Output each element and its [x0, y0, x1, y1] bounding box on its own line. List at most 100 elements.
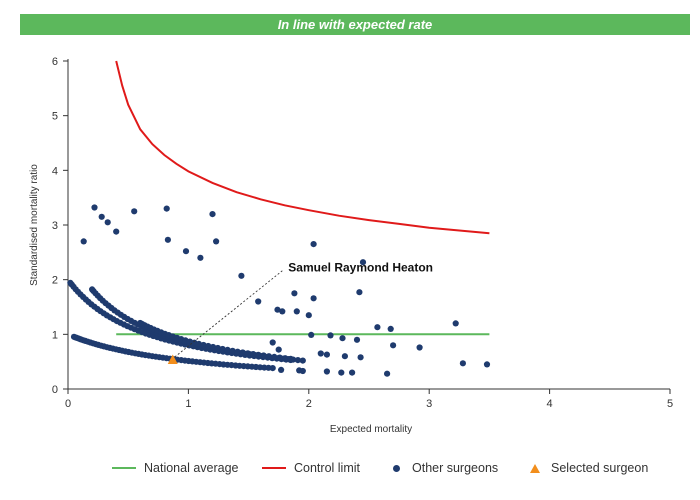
other-surgeon-point: [323, 351, 330, 358]
other-surgeon-point: [323, 368, 330, 375]
series-line-control-limit: [115, 60, 490, 235]
other-surgeon-point: [384, 370, 391, 377]
y-tick-label: 3: [52, 220, 58, 232]
other-surgeon-point: [271, 353, 278, 360]
other-surgeon-point: [338, 369, 345, 376]
other-surgeon-point: [353, 336, 361, 343]
other-surgeon-point: [239, 349, 246, 356]
other-surgeon-point: [452, 320, 459, 327]
x-tick-label: 1: [185, 398, 191, 410]
legend-label: National average: [144, 461, 239, 475]
y-tick-label: 0: [52, 384, 58, 396]
other-surgeon-point: [214, 344, 221, 352]
other-surgeon-point: [293, 308, 300, 315]
other-surgeon-point: [339, 335, 346, 342]
x-tick-label: 5: [667, 398, 673, 410]
other-surgeon-point: [113, 228, 120, 235]
y-tick-label: 6: [52, 56, 58, 68]
other-surgeon-point: [80, 238, 87, 245]
other-surgeon-point: [255, 298, 262, 305]
y-tick-label: 4: [52, 165, 58, 177]
other-surgeon-point: [205, 342, 212, 350]
other-surgeon-point: [308, 331, 315, 338]
other-surgeon-point: [299, 367, 306, 375]
other-surgeon-point: [209, 343, 217, 351]
legend-label: Control limit: [294, 461, 360, 475]
annotation-leader-line: [174, 270, 283, 358]
other-surgeon-point: [310, 295, 317, 302]
other-surgeon-point: [390, 342, 397, 349]
other-surgeon-point: [327, 332, 334, 339]
other-surgeon-point: [182, 248, 190, 255]
chart-points: [67, 204, 491, 377]
other-surgeon-point: [131, 208, 138, 215]
other-surgeon-point: [310, 241, 317, 248]
legend-label: Selected surgeon: [551, 461, 649, 475]
other-surgeon-point: [282, 355, 289, 362]
other-surgeon-point: [349, 369, 356, 376]
other-surgeon-point: [275, 346, 282, 353]
other-surgeon-point: [287, 355, 294, 362]
other-surgeon-point: [255, 351, 262, 358]
y-tick-label: 1: [52, 329, 58, 341]
chart-annotation: Samuel Raymond Heaton: [174, 261, 433, 358]
legend-dot-icon: [393, 464, 400, 472]
y-axis-label: Standardised mortality ratio: [29, 164, 40, 286]
legend-item-control-limit: Control limit: [262, 458, 360, 478]
other-surgeon-point: [234, 348, 241, 355]
other-surgeon-point: [299, 357, 306, 364]
chart: 0 1 2 3 4 5 0 1 2 3 4 5 6 Expected mortality Standardi…: [29, 56, 673, 435]
other-surgeon-point: [164, 236, 171, 243]
other-surgeon-point: [356, 289, 363, 296]
other-surgeon-point: [317, 350, 324, 357]
other-surgeon-point: [305, 312, 312, 319]
other-surgeon-point: [357, 354, 364, 361]
x-tick-label: 0: [65, 398, 71, 410]
other-surgeon-point: [341, 353, 348, 360]
legend-label: Other surgeons: [412, 461, 499, 475]
other-surgeon-point: [265, 353, 272, 360]
x-tick-label: 4: [547, 398, 553, 410]
banner-title: In line with expected rate: [20, 14, 690, 35]
y-tick-label: 2: [52, 275, 58, 287]
other-surgeon-point: [269, 339, 276, 346]
other-surgeon-point: [294, 357, 301, 364]
legend-item-national-average: National average: [112, 458, 239, 478]
other-surgeon-point: [269, 365, 276, 372]
other-surgeon-point: [250, 351, 257, 358]
other-surgeon-point: [279, 308, 286, 315]
other-surgeon-point: [291, 290, 298, 297]
other-surgeon-point: [278, 366, 285, 373]
selected-surgeon-marker: [167, 354, 178, 365]
legend-line-red: [262, 467, 286, 469]
other-surgeon-point: [224, 346, 231, 353]
other-surgeon-point: [163, 205, 170, 212]
legend-triangle-icon: [530, 463, 540, 473]
chart-axes: 0 1 2 3 4 5 0 1 2 3 4 5 6 Expected mortality Standardi…: [29, 56, 673, 435]
other-surgeon-point: [459, 360, 466, 367]
other-surgeon-point: [98, 213, 105, 220]
other-surgeon-point: [197, 254, 204, 261]
legend-line-green: [112, 467, 136, 469]
other-surgeon-point: [213, 238, 220, 245]
other-surgeon-point: [104, 219, 111, 226]
other-surgeon-point: [219, 345, 226, 353]
legend-item-selected-surgeon: Selected surgeon: [530, 458, 648, 478]
other-surgeon-point: [209, 211, 216, 218]
y-tick-label: 5: [52, 111, 58, 123]
other-surgeon-point: [374, 324, 381, 331]
other-surgeon-point: [483, 361, 491, 368]
other-surgeon-point: [276, 354, 283, 361]
other-surgeon-point: [359, 259, 367, 266]
other-surgeon-point: [238, 272, 245, 279]
other-surgeon-point: [416, 344, 423, 351]
other-surgeon-point: [200, 341, 207, 349]
other-surgeon-point: [244, 350, 251, 357]
other-surgeon-point: [91, 204, 98, 211]
x-tick-label: 2: [306, 398, 312, 410]
other-surgeon-point: [387, 325, 394, 332]
x-axis-label: Expected mortality: [330, 424, 412, 435]
other-surgeon-point: [229, 347, 236, 354]
legend-item-other-surgeons: Other surgeons: [393, 458, 498, 478]
chart-lines: [115, 60, 490, 336]
